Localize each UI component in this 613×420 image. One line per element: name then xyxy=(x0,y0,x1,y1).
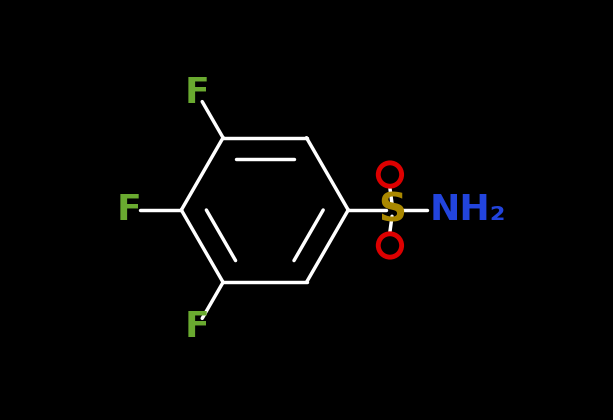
Text: S: S xyxy=(378,191,406,229)
Text: F: F xyxy=(117,193,142,227)
Text: F: F xyxy=(185,310,210,344)
Text: NH₂: NH₂ xyxy=(430,193,506,227)
Text: F: F xyxy=(185,76,210,110)
